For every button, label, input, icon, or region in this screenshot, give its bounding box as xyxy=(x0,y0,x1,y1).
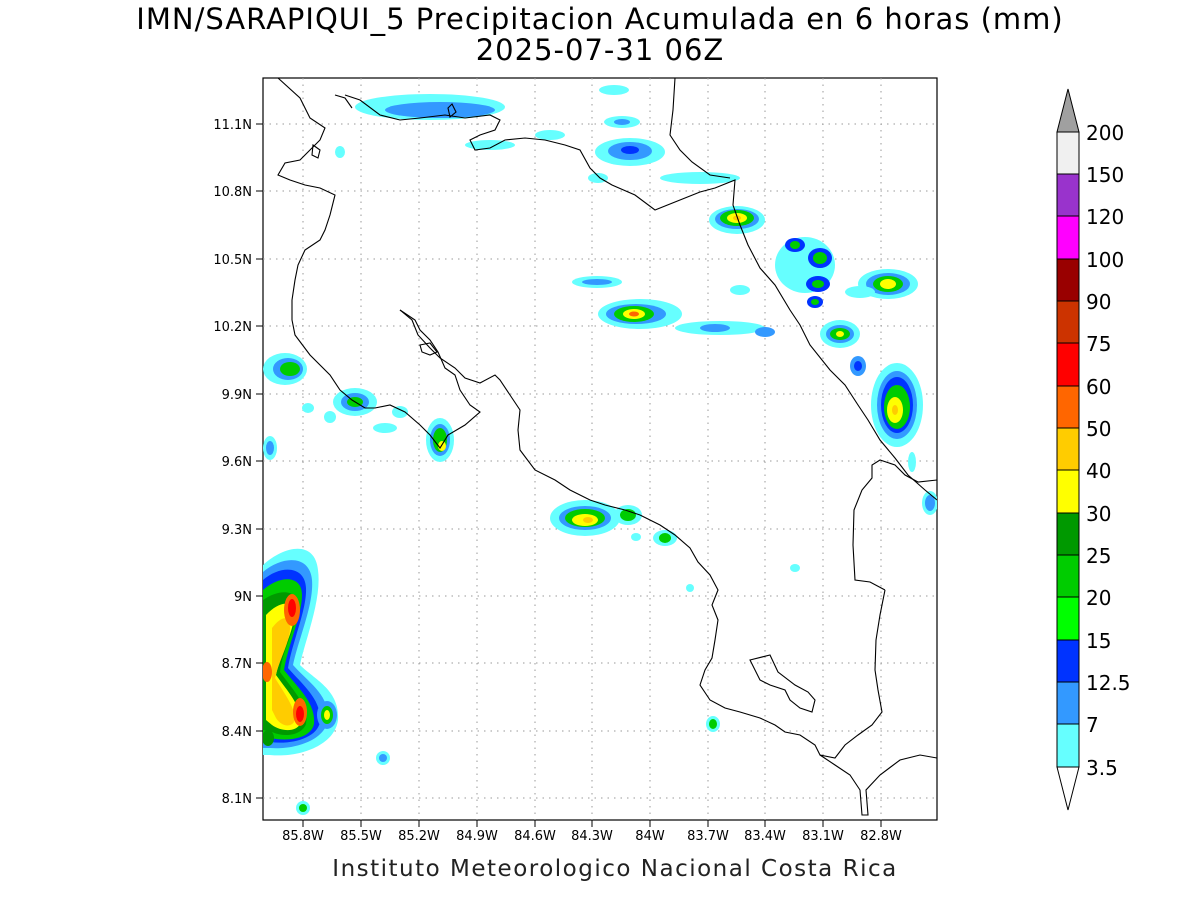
lon-tick-label: 83.4W xyxy=(744,829,786,844)
colorbar-label: 15 xyxy=(1086,629,1111,653)
colorbar-label: 90 xyxy=(1086,290,1111,314)
colorbar xyxy=(1056,88,1080,811)
precip-cell xyxy=(820,320,860,348)
colorbar-label: 12.5 xyxy=(1086,671,1131,695)
map-title: IMN/SARAPIQUI_5 Precipitacion Acumulada … xyxy=(136,2,1064,36)
colorbar-label: 7 xyxy=(1086,713,1099,737)
lat-tick-label: 9N xyxy=(234,590,252,605)
colorbar-label: 3.5 xyxy=(1086,756,1118,780)
lon-tick-label: 83.1W xyxy=(802,829,844,844)
precip-cell xyxy=(263,353,307,385)
colorbar-label: 200 xyxy=(1086,121,1124,145)
lat-tick-label: 8.4N xyxy=(222,725,252,740)
lat-tick-label: 8.1N xyxy=(222,792,252,807)
lat-tick-label: 9.6N xyxy=(222,455,252,470)
lon-tick-label: 82.8W xyxy=(860,829,902,844)
lat-tick-label: 9.9N xyxy=(222,388,252,403)
lon-tick-label: 84.6W xyxy=(514,829,556,844)
colorbar-top-arrow xyxy=(1056,88,1080,133)
colorbar-label: 120 xyxy=(1086,205,1124,229)
lat-tick-label: 11.1N xyxy=(213,118,252,133)
map-datetime: 2025-07-31 06Z xyxy=(475,33,725,67)
precip-cell xyxy=(426,418,454,462)
colorbar-label: 25 xyxy=(1086,544,1111,568)
institution-footer: Instituto Meteorologico Nacional Costa R… xyxy=(332,856,898,882)
coastlines xyxy=(277,78,937,816)
colorbar-label: 50 xyxy=(1086,417,1111,441)
lon-tick-label: 84.9W xyxy=(456,829,498,844)
colorbar-label: 60 xyxy=(1086,375,1111,399)
precip-cell xyxy=(595,138,665,166)
precip-cell xyxy=(871,363,923,447)
colorbar-label: 30 xyxy=(1086,502,1111,526)
lon-tick-label: 84.3W xyxy=(571,829,613,844)
precip-cell xyxy=(550,500,620,536)
lat-tick-label: 10.5N xyxy=(213,253,252,268)
colorbar-label: 20 xyxy=(1086,586,1111,610)
lon-tick-label: 83.7W xyxy=(687,829,729,844)
lat-tick-label: 9.3N xyxy=(222,523,252,538)
lat-tick-label: 8.7N xyxy=(222,657,252,672)
lon-tick-label: 85.5W xyxy=(340,829,382,844)
precip-cell xyxy=(709,206,765,234)
lat-tick-label: 10.8N xyxy=(213,185,252,200)
map-frame xyxy=(262,77,938,821)
precip-cell xyxy=(598,299,682,329)
precip-cell xyxy=(775,237,835,308)
lon-tick-label: 84W xyxy=(635,829,665,844)
latitude-axis: 11.1N 10.8N 10.5N 10.2N 9.9N 9.6N 9.3N 9… xyxy=(213,118,263,807)
longitude-axis: 85.8W 85.5W 85.2W 84.9W 84.6W 84.3W 84W … xyxy=(282,820,902,844)
colorbar-labels: 200 150 120 100 90 75 60 50 40 30 25 20 … xyxy=(1086,121,1131,780)
colorbar-bottom-arrow xyxy=(1056,766,1080,811)
lon-tick-label: 85.2W xyxy=(398,829,440,844)
precipitation-field xyxy=(263,85,937,815)
precip-cell xyxy=(355,94,505,120)
colorbar-label: 150 xyxy=(1086,163,1124,187)
colorbar-label: 40 xyxy=(1086,459,1111,483)
precip-cell-large xyxy=(263,548,339,756)
lat-tick-label: 10.2N xyxy=(213,320,252,335)
colorbar-label: 75 xyxy=(1086,332,1111,356)
lon-tick-label: 85.8W xyxy=(282,829,324,844)
colorbar-label: 100 xyxy=(1086,248,1124,272)
